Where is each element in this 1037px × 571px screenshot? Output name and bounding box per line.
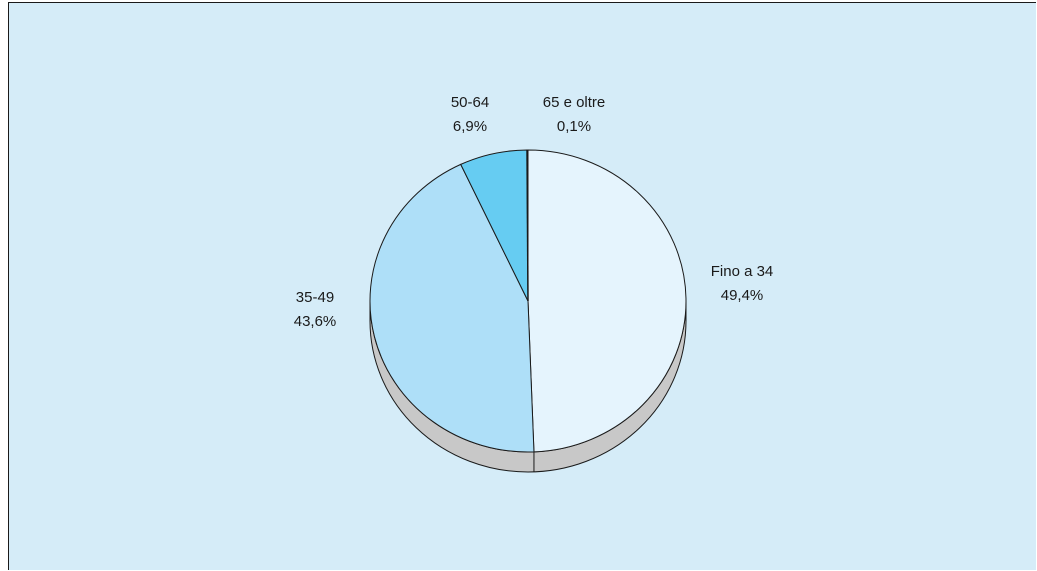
pie-chart (369, 149, 687, 473)
slice-percent: 43,6% (293, 313, 337, 330)
slice-category: 35-49 (295, 289, 335, 306)
pie-slice-65-e-oltre (526, 149, 529, 302)
slice-label-35-49: 35-49 43,6% (294, 286, 337, 334)
pie-slice-35-49 (369, 163, 535, 453)
slice-label-65-e-oltre: 65 e oltre 0,1% (543, 91, 606, 139)
slice-percent: 0,1% (556, 118, 592, 135)
slice-category: Fino a 34 (710, 263, 774, 280)
pie-slice-fino-a-34 (527, 149, 687, 453)
slice-percent: 6,9% (452, 118, 488, 135)
chart-area: Fino a 34 49,4% 35-49 43,6% 50-64 6,9% 6… (8, 2, 1036, 570)
slice-percent: 49,4% (720, 287, 764, 304)
slice-category: 50-64 (450, 94, 490, 111)
slice-label-fino-a-34: Fino a 34 49,4% (711, 260, 774, 308)
slice-label-50-64: 50-64 6,9% (451, 91, 489, 139)
slice-category: 65 e oltre (542, 94, 606, 111)
